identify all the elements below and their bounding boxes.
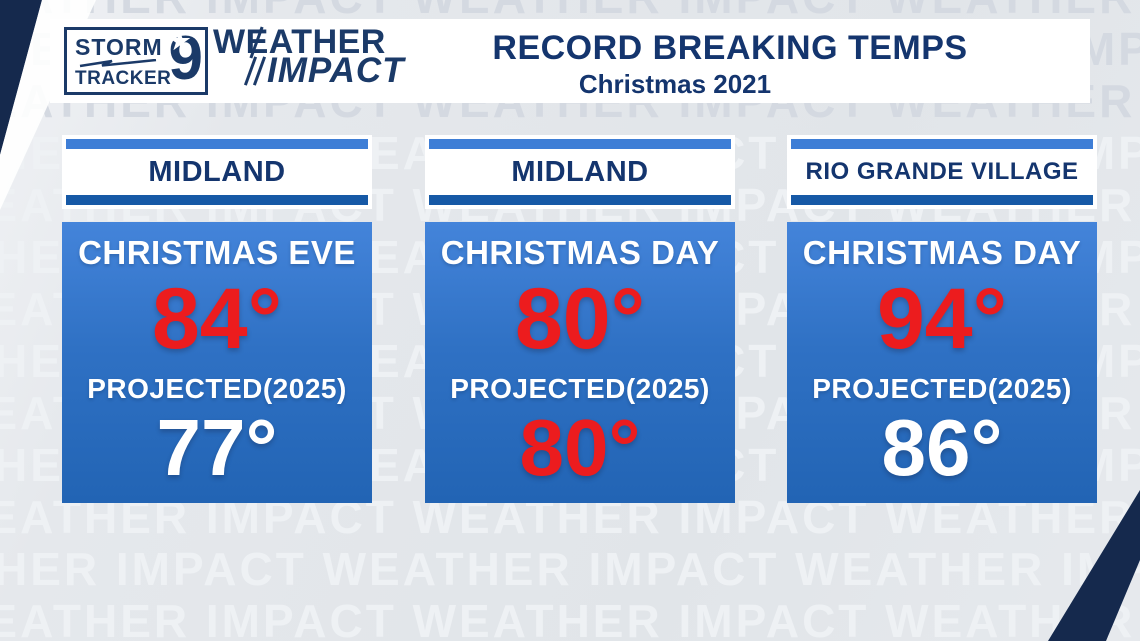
projected-temp: 80° [519,403,641,492]
storm-tracker-9-logo: STORM TRACKER 9 ★ [64,27,208,95]
watermark-text-row: WEATHER IMPACT WEATHER IMPACT WEATHER IM… [0,595,1140,641]
header-bottom-strip [429,195,731,205]
location-label: MIDLAND [148,156,286,188]
star-icon: ★ [167,26,192,56]
channel-number: 9 [168,24,203,93]
weather-impact-wordmark: WEATHER IMPACT [213,23,404,89]
record-temp: 80° [514,271,646,367]
header-bottom-strip [66,195,368,205]
projected-temp: 86° [881,403,1003,492]
day-label: CHRISTMAS DAY [802,234,1082,271]
storm-label: STORM [75,34,163,60]
projected-label: PROJECTED(2025) [87,373,347,404]
record-temp: 94° [876,271,1008,367]
card-location-header: MIDLAND [62,135,372,209]
page-title: RECORD BREAKING TEMPS [492,29,968,67]
record-temp: 84° [151,271,283,367]
temp-card-midland-eve: MIDLAND CHRISTMAS EVE 84° PROJECTED(2025… [62,135,372,503]
location-label: MIDLAND [511,156,649,188]
temp-card-rio-grande-village: RIO GRANDE VILLAGE CHRISTMAS DAY 94° PRO… [787,135,1097,503]
header-bar: STORM TRACKER 9 ★ WEATHER IMPACT RECORD … [50,19,1090,103]
header-top-strip [66,139,368,149]
card-body: CHRISTMAS DAY 94° PROJECTED(2025) 86° [787,222,1097,503]
impact-label: IMPACT [267,51,405,90]
watermark-text-row: WEATHER IMPACT WEATHER IMPACT WEATHER IM… [0,0,1140,20]
projected-label: PROJECTED(2025) [450,373,710,404]
tracker-label: TRACKER [75,68,172,89]
header-bottom-strip [791,195,1093,205]
temp-card-midland-day: MIDLAND CHRISTMAS DAY 80° PROJECTED(2025… [425,135,735,503]
header-top-strip [429,139,731,149]
card-body: CHRISTMAS EVE 84° PROJECTED(2025) 77° [62,222,372,503]
day-label: CHRISTMAS DAY [440,234,720,271]
lightning-bolt-icon [79,59,157,68]
weather-label: WEATHER [213,23,386,61]
card-body: CHRISTMAS DAY 80° PROJECTED(2025) 80° [425,222,735,503]
projected-label: PROJECTED(2025) [812,373,1072,404]
watermark-text-row: WEATHER IMPACT WEATHER IMPACT WEATHER IM… [0,543,1140,595]
location-label: RIO GRANDE VILLAGE [805,158,1079,185]
page-subtitle: Christmas 2021 [578,69,772,99]
projected-temp: 77° [156,403,278,492]
card-location-header: RIO GRANDE VILLAGE [787,135,1097,209]
card-location-header: MIDLAND [425,135,735,209]
day-label: CHRISTMAS EVE [78,234,356,271]
header-top-strip [791,139,1093,149]
storm-tracker-text: STORM TRACKER [75,34,172,89]
channel-9-badge: 9 ★ [155,27,203,91]
